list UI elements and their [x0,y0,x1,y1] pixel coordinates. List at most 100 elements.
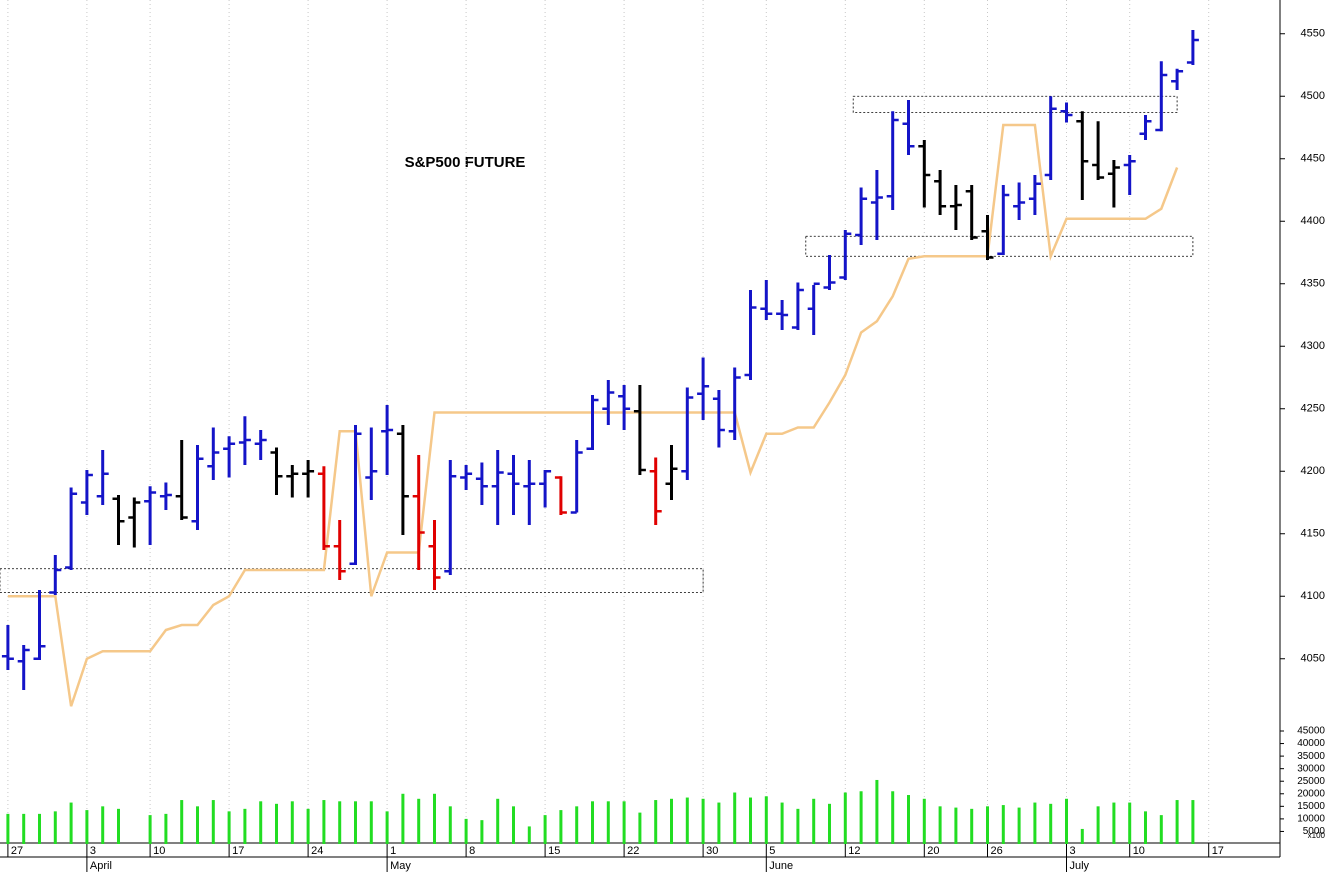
zone-box [852,95,1178,113]
volume-bar [986,806,989,844]
volume-bar [1001,805,1005,844]
volume-bar [1191,800,1195,844]
x-tick-label: 22 [627,845,639,857]
volume-bar [1017,807,1021,844]
volume-bar [780,802,784,844]
x-tick-label: 24 [311,845,323,857]
x-tick-label: 20 [927,845,939,857]
volume-bar [85,810,89,844]
volume-tick-label: 10000 [1297,814,1325,825]
volume-bar [654,800,658,844]
volume-bar [606,801,610,844]
volume-bar [859,791,863,844]
volume-bar [369,801,373,844]
volume-bar [354,801,357,844]
y-tick-label: 4150 [1301,528,1325,540]
volume-bar [227,811,231,844]
volume-bar [891,791,895,844]
volume-bar [433,793,436,844]
volume-tick-label: 40000 [1297,738,1325,749]
volume-bar [907,795,910,844]
y-tick-label: 4300 [1301,340,1325,352]
volume-bar [211,800,215,844]
volume-bar [685,797,689,844]
volume-bar [922,798,926,844]
x-tick-label: 3 [1070,845,1076,857]
x-tick-label: 30 [706,845,718,857]
volume-bar [480,820,484,844]
month-label: June [769,860,793,872]
volume-bar [53,811,57,844]
volume-bar [275,803,278,844]
volume-bar [259,801,263,844]
volume-bar [6,813,10,844]
volume-bar [464,818,468,844]
x-tick-label: 27 [11,845,23,857]
month-label: April [90,860,112,872]
volume-bar [417,798,421,844]
volume-bar [69,802,73,844]
volume-bar [1096,806,1100,844]
y-tick-label: 4450 [1301,153,1325,165]
volume-bar [448,806,452,844]
volume-bar [22,813,26,844]
volume-bar [101,806,105,844]
volume-bar [322,800,326,844]
y-tick-label: 4050 [1301,653,1325,665]
volume-bar [938,806,942,844]
volume-tick-label: 35000 [1297,751,1325,762]
volume-bar [970,808,974,844]
volume-tick-label: 15000 [1297,801,1325,812]
volume-bar [622,801,626,844]
x-tick-label: 15 [548,845,560,857]
volume-bar [670,798,673,844]
volume-bar [1175,800,1179,844]
y-tick-label: 4100 [1301,590,1325,602]
volume-bar [338,801,342,844]
x-tick-label: 26 [991,845,1003,857]
volume-tick-label: 30000 [1297,763,1325,774]
volume-bar [512,806,515,844]
x-tick-label: 10 [153,845,165,857]
volume-bar [496,798,500,844]
volume-bar [843,792,847,844]
volume-bar [164,813,168,844]
volume-bar [1033,802,1037,844]
x-tick-label: 3 [90,845,96,857]
volume-bar [1049,803,1053,844]
volume-bar [812,798,816,844]
y-tick-label: 4200 [1301,465,1325,477]
x-tick-label: 12 [848,845,860,857]
volume-bar [180,800,184,844]
chart-title: S&P500 FUTURE [405,154,526,171]
volume-bar [954,807,958,844]
y-tick-label: 4550 [1301,28,1325,40]
volume-bar [1144,811,1147,844]
volume-bar [591,801,594,844]
volume-bar [543,815,547,844]
x-tick-label: 5 [769,845,775,857]
volume-unit: x100 [1308,831,1326,840]
volume-bar [733,792,737,844]
x-tick-label: 17 [1212,845,1224,857]
volume-bar [1112,802,1116,844]
volume-bar [749,797,752,844]
volume-bar [385,811,389,844]
x-tick-label: 8 [469,845,475,857]
volume-bar [401,793,405,844]
volume-bar [559,810,563,844]
y-tick-label: 4350 [1301,278,1325,290]
volume-bar [796,808,800,844]
volume-tick-label: 45000 [1297,726,1325,737]
volume-bar [828,803,831,844]
x-tick-label: 1 [390,845,396,857]
zone-box [805,235,1194,257]
volume-bar [527,826,531,844]
volume-bar [575,806,579,844]
volume-tick-label: 5000 [1303,826,1326,837]
volume-bar [38,813,41,844]
volume-bar [1159,815,1163,844]
volume-tick-label: 20000 [1297,788,1325,799]
